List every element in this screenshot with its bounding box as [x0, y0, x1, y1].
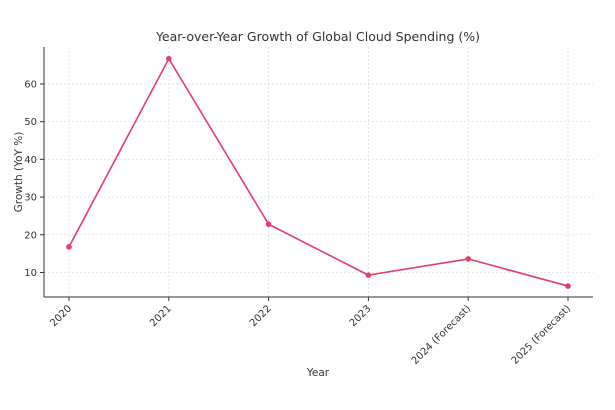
y-tick-label: 30 [24, 193, 37, 204]
data-point [465, 256, 472, 262]
x-tick-label: 2023 [348, 303, 374, 329]
y-tick-label: 10 [24, 268, 37, 279]
y-tick-label: 40 [24, 155, 37, 166]
x-tick-label: 2021 [148, 303, 174, 329]
y-tick-label: 60 [24, 79, 37, 90]
grid [44, 47, 593, 297]
y-tick-label: 20 [24, 230, 37, 241]
series-line [68, 57, 569, 287]
x-tick-label: 2022 [248, 303, 274, 329]
x-tick-label: 2020 [48, 303, 74, 329]
x-tick-label: 2024 (Forecast) [410, 303, 474, 367]
series-layer [66, 55, 571, 289]
data-point [166, 55, 172, 62]
axes: 10 20 30 40 50 60 2020 2021 2022 2023 2024 (Foreca… [24, 47, 593, 367]
data-point [565, 283, 571, 289]
y-tick-label: 50 [24, 117, 37, 128]
chart-title: Year-over-Year Growth of Global Cloud Sp… [155, 29, 480, 44]
data-point [66, 244, 72, 250]
data-point [365, 272, 372, 278]
y-axis-label: Growth (YoY %) [13, 132, 25, 213]
x-tick-label: 2025 (Forecast) [510, 303, 574, 367]
data-point [265, 221, 272, 228]
x-axis-label: Year [306, 367, 330, 379]
